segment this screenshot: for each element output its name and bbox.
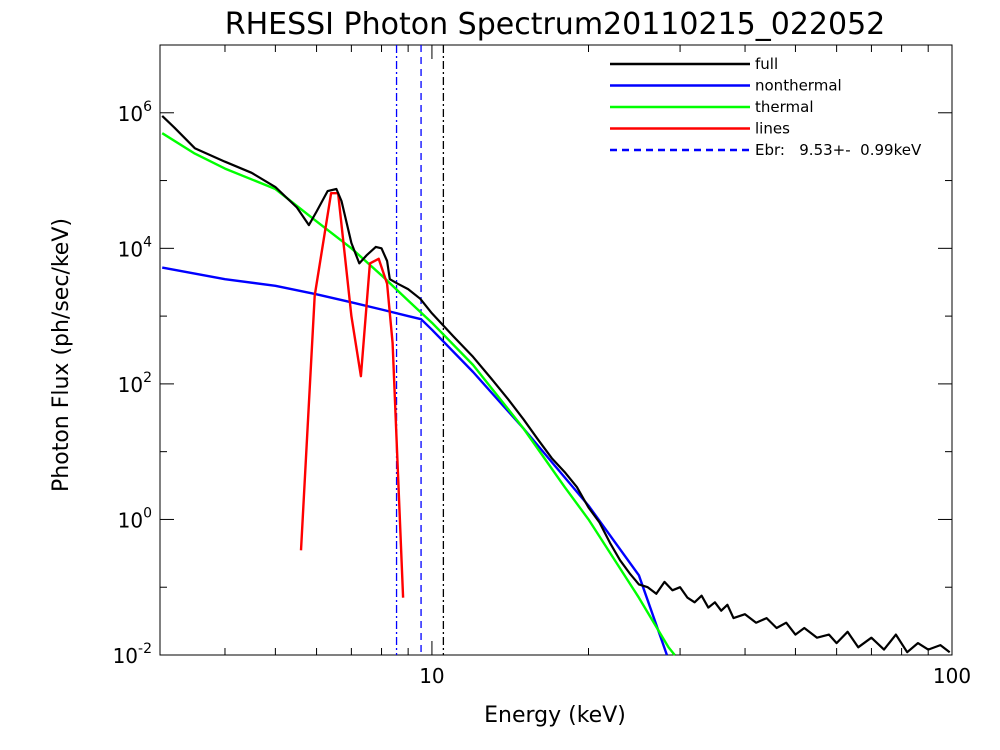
legend-label: lines (755, 120, 790, 138)
reference-lines (395, 45, 445, 655)
x-tick-label: 10 (419, 664, 444, 688)
y-tick-label: 104 (118, 234, 152, 261)
y-tick-label: 106 (118, 99, 152, 126)
series-line-nonthermal (161, 266, 669, 656)
plot-frame (159, 44, 953, 656)
tick-labels: 10 100 10-2 100 102 104 106 (113, 99, 972, 688)
legend-label: thermal (755, 98, 814, 116)
data-series (161, 115, 951, 656)
x-tick-label: 100 (933, 664, 971, 688)
series-line-thermal (161, 132, 676, 656)
legend-label: nonthermal (755, 77, 842, 95)
legend: full nonthermal thermal lines Ebr: 9.53+- 0.… (610, 55, 922, 159)
chart-title: RHESSI Photon Spectrum20110215_022052 (225, 7, 886, 42)
y-tick-label: 100 (118, 505, 152, 532)
series-line-lines (299, 191, 405, 598)
legend-label: full (755, 55, 778, 73)
y-tick-label: 102 (118, 370, 152, 397)
axis-ticks (159, 44, 953, 656)
y-axis-label: Photon Flux (ph/sec/keV) (49, 218, 74, 492)
legend-label: Ebr: 9.53+- 0.99keV (755, 141, 922, 159)
y-tick-label: 10-2 (113, 641, 152, 668)
x-axis-label: Energy (keV) (484, 703, 626, 728)
series-line-full (161, 115, 951, 654)
